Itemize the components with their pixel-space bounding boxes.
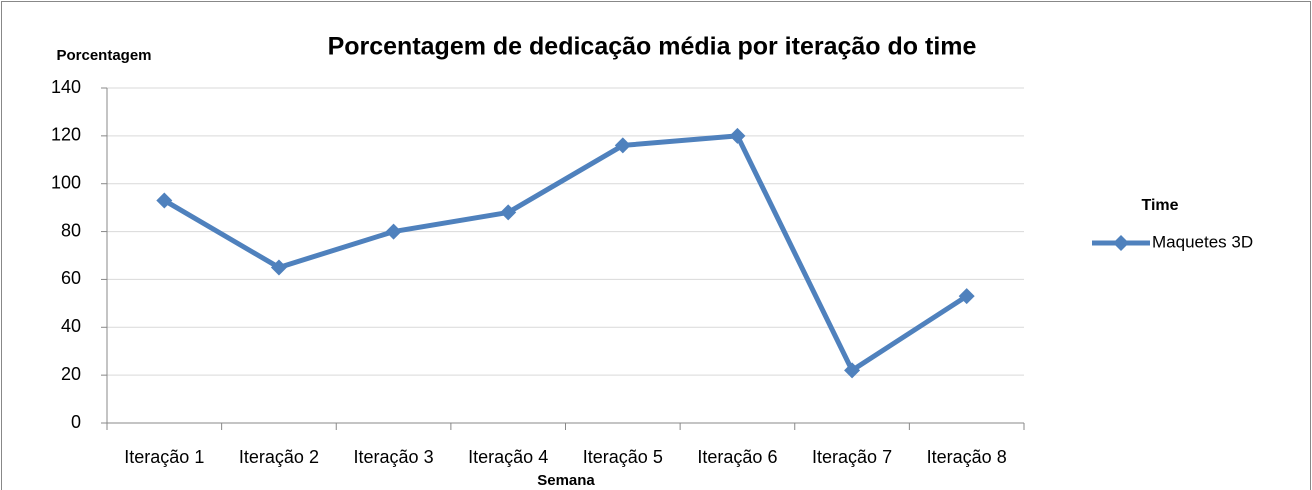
x-tick-label: Iteração 1 [124, 447, 204, 467]
data-point [958, 288, 975, 305]
y-tick-label: 20 [61, 364, 81, 384]
y-tick-label: 0 [71, 412, 81, 432]
x-tick-label: Iteração 7 [812, 447, 892, 467]
legend-title: Time [1141, 197, 1178, 214]
data-point [500, 204, 517, 221]
chart-title: Porcentagem de dedicação média por itera… [328, 33, 977, 61]
x-axis-label: Semana [537, 472, 595, 489]
x-tick-label: Iteração 8 [927, 447, 1007, 467]
data-point [270, 259, 287, 276]
x-tick-label: Iteração 6 [697, 447, 777, 467]
data-point [844, 362, 861, 379]
x-tick-label: Iteração 4 [468, 447, 548, 467]
legend-label: Maquetes 3D [1152, 232, 1253, 251]
y-tick-label: 100 [51, 172, 81, 192]
y-tick-label: 80 [61, 220, 81, 240]
x-tick-label: Iteração 5 [583, 447, 663, 467]
series-line [163, 133, 969, 373]
y-tick-label: 40 [61, 316, 81, 336]
y-tick-label: 120 [51, 125, 81, 145]
x-tick-label: Iteração 2 [239, 447, 319, 467]
y-tick-label: 60 [61, 268, 81, 288]
data-point [729, 127, 746, 144]
legend-marker [1113, 235, 1129, 251]
data-point [385, 223, 402, 240]
data-point [156, 192, 173, 209]
y-tick-label: 140 [51, 77, 81, 97]
y-axis-label: Porcentagem [56, 47, 151, 64]
data-point [614, 137, 631, 154]
x-tick-label: Iteração 3 [354, 447, 434, 467]
